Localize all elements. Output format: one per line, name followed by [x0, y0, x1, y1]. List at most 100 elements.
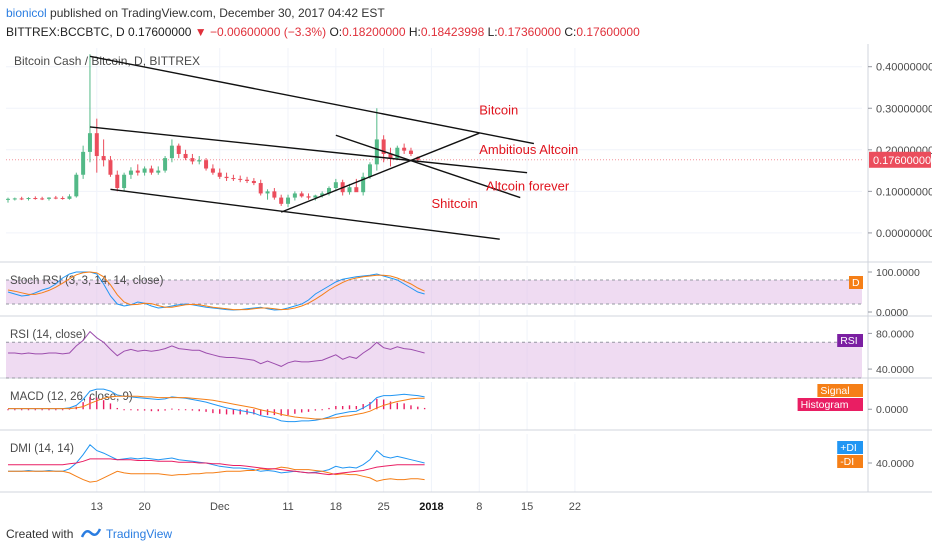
- candle-body: [108, 160, 113, 175]
- published-text: published on TradingView.com, December 3…: [50, 6, 385, 20]
- price-axis-label: 0.40000000: [876, 62, 932, 74]
- indicator-axis-label: 0.0000: [876, 404, 908, 416]
- tradingview-logo-icon: [80, 528, 102, 538]
- candle-body: [135, 170, 140, 173]
- time-axis-label: 22: [569, 501, 581, 513]
- candle-body: [53, 197, 58, 199]
- author-link[interactable]: bionicol: [6, 6, 47, 20]
- candle-body: [354, 187, 359, 193]
- indicator-line: [8, 466, 425, 483]
- candle-body: [94, 133, 99, 157]
- candle-body: [33, 198, 38, 200]
- indicator-title: DMI (14, 14): [10, 443, 74, 455]
- histogram-bar: [82, 402, 84, 410]
- candle-body: [347, 187, 352, 193]
- histogram-bar: [382, 399, 385, 410]
- last-price-badge-label: 0.17600000: [873, 155, 931, 167]
- candle-body: [292, 193, 297, 198]
- histogram-bar: [314, 409, 317, 411]
- histogram-bar: [96, 397, 98, 410]
- time-axis-label: 18: [330, 501, 342, 513]
- low-label: L:: [487, 25, 498, 39]
- candle-body: [367, 164, 372, 177]
- histogram-bar: [369, 402, 371, 410]
- histogram-bar: [348, 405, 351, 410]
- indicator-badge: [849, 276, 863, 289]
- candle-body: [381, 139, 386, 154]
- indicator-line: [8, 388, 425, 423]
- trendline: [335, 134, 521, 199]
- histogram-bar: [205, 409, 207, 412]
- price-chart[interactable]: 0.400000000.300000000.200000000.10000000…: [0, 44, 932, 518]
- time-axis-label: Dec: [210, 501, 230, 513]
- candle-body: [183, 153, 188, 159]
- histogram-bar: [212, 409, 214, 414]
- histogram-bar: [150, 409, 153, 412]
- open-value: 0.18200000: [342, 25, 406, 39]
- histogram-bar: [48, 409, 50, 411]
- symbol-label: BITTREX:BCCBTC, D: [6, 25, 125, 39]
- histogram-bar: [164, 409, 166, 411]
- indicator-axis-label: 0.0000: [876, 307, 908, 319]
- change-value: ▼ −0.00600000 (−3.3%): [194, 25, 327, 39]
- indicator-axis-label: 40.0000: [876, 458, 914, 470]
- histogram-bar: [307, 409, 310, 412]
- close-label: C:: [564, 25, 577, 39]
- candle-body: [217, 172, 222, 177]
- histogram-bar: [198, 409, 200, 412]
- price-axis-label: 0.10000000: [876, 186, 932, 198]
- high-value: 0.18423998: [420, 25, 485, 39]
- indicator-badge: [797, 398, 863, 411]
- candle-body: [101, 156, 106, 161]
- candle-body: [238, 178, 243, 180]
- candle-body: [81, 151, 86, 175]
- histogram-bar: [130, 409, 132, 411]
- low-value: 0.17360000: [497, 25, 562, 39]
- indicator-line: [8, 395, 425, 420]
- histogram-bar: [109, 403, 112, 410]
- histogram-bar: [61, 409, 64, 411]
- candle-body: [402, 147, 407, 151]
- candle-body: [272, 191, 277, 198]
- indicator-axis-label: 80.0000: [876, 328, 914, 340]
- indicator-badge-label: Signal: [820, 385, 849, 397]
- candle-body: [320, 193, 325, 196]
- candle-body: [12, 198, 17, 200]
- trendline: [110, 188, 500, 240]
- time-axis-label: 25: [378, 501, 390, 513]
- candle-body: [395, 147, 400, 159]
- time-axis-label: 2018: [419, 501, 443, 513]
- indicator-line: [8, 330, 425, 367]
- histogram-bar: [403, 403, 405, 410]
- histogram-bar: [184, 409, 187, 411]
- histogram-bar: [294, 409, 296, 414]
- candle-body: [115, 174, 120, 189]
- indicator-title: MACD (12, 26, close, 9): [10, 391, 133, 403]
- indicator-title: RSI (14, close): [10, 329, 86, 341]
- trendline: [280, 132, 480, 213]
- candle-body: [40, 198, 45, 200]
- candle-body: [251, 180, 256, 184]
- tradingview-brand[interactable]: TradingView: [106, 527, 173, 541]
- candle-body: [176, 145, 181, 154]
- candle-body: [299, 193, 304, 197]
- candle-body: [286, 197, 291, 204]
- histogram-bar: [27, 409, 30, 411]
- main-chart-title: Bitcoin Cash / Bitcoin, D, BITTREX: [14, 54, 200, 68]
- last-price-badge: [869, 151, 931, 168]
- histogram-bar: [335, 406, 337, 410]
- histogram-bar: [41, 409, 43, 411]
- histogram-bar: [191, 409, 194, 411]
- candle-body: [231, 178, 236, 180]
- histogram-bar: [55, 409, 57, 411]
- candle-body: [142, 168, 147, 173]
- histogram-bar: [300, 409, 303, 413]
- candle-body: [122, 174, 127, 189]
- candle-body: [19, 198, 24, 200]
- histogram-bar: [280, 409, 282, 416]
- histogram-bar: [376, 398, 378, 410]
- annotation-label: Ambitious Altcoin: [479, 142, 578, 157]
- open-label: O:: [329, 25, 343, 39]
- indicator-badge-label: +DI: [840, 442, 857, 454]
- ohlc-line: BITTREX:BCCBTC, D 0.17600000 ▼ −0.006000…: [6, 25, 640, 39]
